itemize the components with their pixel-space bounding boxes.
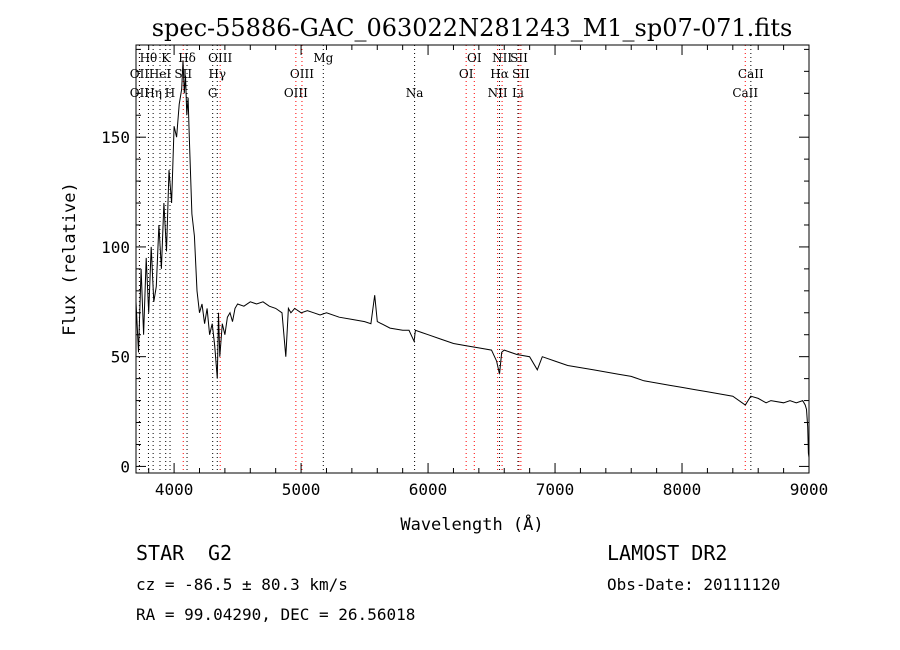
object-class: STAR — [136, 541, 185, 565]
line-marker-label: Hγ — [208, 67, 226, 81]
line-marker-label: OI — [467, 51, 482, 65]
line-markers — [138, 45, 752, 473]
survey-name: LAMOST DR2 — [607, 541, 727, 565]
x-tick-label: 6000 — [409, 480, 448, 499]
line-marker-label: K — [161, 51, 171, 65]
axes: 4000 5000 6000 7000 8000 9000 0 50 100 150 — [101, 45, 828, 499]
y-tick-label: 150 — [101, 128, 130, 147]
line-marker-label: CaII — [732, 86, 758, 100]
coordinates: RA = 99.04290, DEC = 26.56018 — [136, 605, 415, 624]
line-marker-label: SII — [512, 67, 530, 81]
x-tick-label: 4000 — [155, 480, 194, 499]
obs-date: Obs-Date: 20111120 — [607, 575, 780, 594]
line-marker-label: G — [208, 86, 218, 100]
line-marker-label: NII — [492, 51, 512, 65]
x-tick-label: 8000 — [663, 480, 702, 499]
line-marker-label: Li — [512, 86, 524, 100]
line-marker-label: Na — [406, 86, 424, 100]
line-marker-label: OIII — [290, 67, 314, 81]
object-subclass: G2 — [208, 541, 232, 565]
y-tick-label: 100 — [101, 238, 130, 257]
line-marker-label: Hη — [144, 86, 162, 100]
line-marker-label: HeI — [149, 67, 172, 81]
line-marker-label: SII — [510, 51, 528, 65]
line-marker-label: OII — [130, 67, 150, 81]
line-marker-label: OI — [459, 67, 474, 81]
line-marker-label: H — [165, 86, 175, 100]
line-marker-label: NII — [488, 86, 508, 100]
line-marker-label: Hα — [490, 67, 509, 81]
x-tick-label: 7000 — [536, 480, 575, 499]
y-tick-label: 50 — [111, 348, 130, 367]
line-marker-label: Hθ — [140, 51, 158, 65]
line-marker-label: CaII — [738, 67, 764, 81]
x-tick-label: 9000 — [790, 480, 829, 499]
y-tick-label: 0 — [120, 457, 130, 476]
plot-frame — [135, 44, 810, 474]
line-marker-label: Mg — [313, 51, 333, 65]
x-tick-label: 5000 — [282, 480, 321, 499]
x-axis-label: Wavelength (Å) — [400, 513, 543, 535]
y-axis-label: Flux (relative) — [60, 182, 80, 336]
chart-title: spec-55886-GAC_063022N281243_M1_sp07-071… — [152, 14, 793, 42]
line-marker-label: OIII — [208, 51, 232, 65]
line-marker-label: Hδ — [178, 51, 196, 65]
spectrum-line — [135, 60, 810, 458]
line-marker-label: OIII — [284, 86, 308, 100]
redshift-cz: cz = -86.5 ± 80.3 km/s — [136, 575, 348, 594]
